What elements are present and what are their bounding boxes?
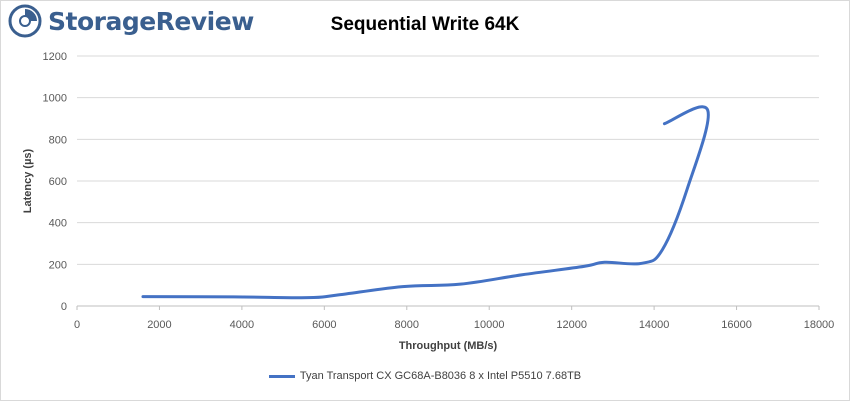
x-tick-label: 0 [74, 319, 80, 331]
y-tick-label: 200 [49, 259, 67, 271]
brand-logo[interactable]: StorageReview [8, 4, 254, 38]
y-tick-label: 1200 [43, 51, 67, 63]
x-tick-label: 6000 [312, 319, 336, 331]
legend-label: Tyan Transport CX GC68A-B8036 8 x Intel … [299, 370, 582, 382]
y-tick-label: 0 [61, 301, 67, 313]
y-tick-label: 1000 [43, 93, 67, 105]
chart-title: Sequential Write 64K [330, 14, 520, 35]
series-line-0 [141, 105, 710, 300]
x-tick-label: 8000 [395, 319, 419, 331]
y-tick-label: 400 [49, 218, 67, 230]
x-tick-label: 12000 [556, 319, 587, 331]
x-tick-label: 2000 [147, 319, 171, 331]
x-tick-label: 16000 [721, 319, 752, 331]
x-tick-label: 14000 [639, 319, 670, 331]
chart-legend: Tyan Transport CX GC68A-B8036 8 x Intel … [0, 370, 850, 382]
x-tick-label: 18000 [804, 319, 835, 331]
y-tick-label: 600 [49, 176, 67, 188]
y-axis-label: Latency (µs) [22, 148, 34, 213]
legend-swatch [268, 374, 295, 378]
storagereview-logo-icon [8, 4, 42, 38]
y-tick-label: 800 [49, 134, 67, 146]
x-tick-label: 4000 [230, 319, 254, 331]
brand-name: StorageReview [48, 6, 254, 36]
x-axis-label: Throughput (MB/s) [399, 340, 498, 352]
x-tick-label: 10000 [474, 319, 505, 331]
